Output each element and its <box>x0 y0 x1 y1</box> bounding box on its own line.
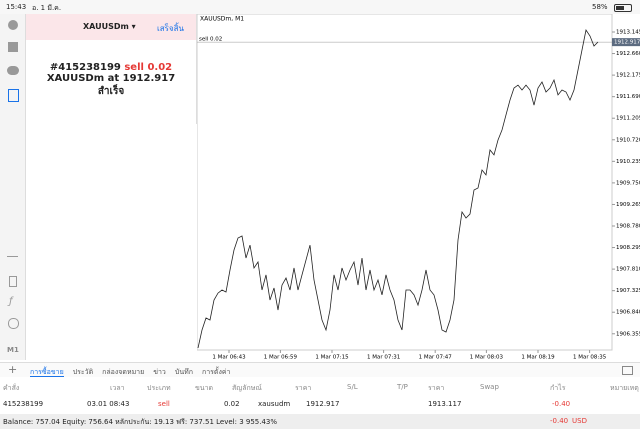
column-header: ประเภท <box>147 384 171 392</box>
summary-bar: Balance: 757.04 Equity: 756.64 หลักประกั… <box>0 414 640 429</box>
tab[interactable]: การซื้อขาย <box>30 368 64 377</box>
x-tick-label: 1 Mar 06:59 <box>264 355 298 361</box>
account-icon[interactable] <box>8 20 18 30</box>
column-header: ขนาด <box>195 384 214 392</box>
table-row[interactable]: 415238199 03.01 08:43 sell 0.02 xausudm 1912.… <box>0 397 640 411</box>
tab[interactable]: การตั้งค่า <box>201 368 231 376</box>
x-tick-label: 1 Mar 08:03 <box>470 355 504 361</box>
column-header: S/L <box>347 383 358 391</box>
y-tick-label: 1911.205 <box>616 116 640 122</box>
chart-title: XAUUSDm, M1 <box>200 16 244 23</box>
done-button[interactable]: เสร็จสิ้น <box>157 24 184 33</box>
y-tick-label: 1906.355 <box>616 331 640 337</box>
y-tick-label: 1913.145 <box>616 30 640 36</box>
column-header: คำสั่ง <box>3 384 20 392</box>
y-tick-label: 1908.780 <box>616 224 640 230</box>
y-tick-label: 1909.265 <box>616 202 640 208</box>
y-tick-label: 1910.235 <box>616 159 640 165</box>
symbol: XAUUSDm <box>83 22 129 31</box>
current-price-box <box>612 38 640 47</box>
order-header: XAUUSDm ▾ เสร็จสิ้น <box>26 14 196 40</box>
column-header: หมายเหตุ <box>610 384 639 392</box>
y-tick-label: 1909.750 <box>616 180 640 186</box>
chat-icon[interactable] <box>7 66 19 75</box>
battery-icon <box>614 4 632 12</box>
x-tick-label: 1 Mar 07:31 <box>367 355 400 361</box>
column-header: สัญลักษณ์ <box>232 384 262 392</box>
clock: 15:43 <box>6 3 27 11</box>
cell-time: 03.01 08:43 <box>87 400 130 408</box>
x-tick-label: 1 Mar 08:19 <box>521 355 555 361</box>
y-tick-label: 1912.660 <box>616 51 640 57</box>
symbol-selector[interactable]: XAUUSDm ▾ <box>83 22 136 31</box>
cell-price: 1913.117 <box>428 400 462 408</box>
cell-symbol: xausudm <box>258 400 291 408</box>
cell-order: 415238199 <box>3 400 44 408</box>
table-header: คำสั่ง เวลา ประเภท ขนาด สัญลักษณ์ ราคา S/L T/P ร… <box>0 380 640 394</box>
y-tick-label: 1910.720 <box>616 137 640 143</box>
y-tick-label: 1906.840 <box>616 310 640 316</box>
y-tick-label: 1912.175 <box>616 73 640 79</box>
new-order-icon[interactable] <box>8 89 19 102</box>
tab[interactable]: บันทึก <box>174 368 193 376</box>
total-profit: -0.40 <box>550 417 569 425</box>
tab-bar: + การซื้อขาย ประวัติ กล่องจดหมาย ข่าว บันทึก… <box>0 362 640 377</box>
order-result: #415238199 sell 0.02 XAUUSDm at 1912.917… <box>26 62 196 99</box>
ticket: #415238199 <box>49 62 121 73</box>
add-button[interactable]: + <box>8 363 18 376</box>
fill-price: 1912.917 <box>122 73 176 84</box>
status: สำเร็จ <box>97 86 125 97</box>
side: sell <box>124 62 144 73</box>
column-header: Swap <box>480 383 499 391</box>
column-header: เวลา <box>110 384 125 392</box>
quotes-icon[interactable] <box>8 42 18 52</box>
date: อ. 1 มี.ค. <box>32 4 62 12</box>
crosshair-icon[interactable] <box>7 256 18 257</box>
toolbar: ƒ M1 <box>0 14 26 360</box>
account-summary: Balance: 757.04 Equity: 756.64 หลักประกั… <box>3 418 278 426</box>
column-header: ราคา <box>295 384 312 392</box>
chart: XAUUSDm, M1 1913.145 1912.660 1912.175 1911… <box>197 14 640 361</box>
layout-icon[interactable] <box>622 366 633 375</box>
y-tick-label: 1908.295 <box>616 245 640 251</box>
y-tick-label: 1911.690 <box>616 94 640 100</box>
symbol-at: XAUUSDm at <box>46 73 120 84</box>
order-line-label: sell 0.02 <box>199 37 222 43</box>
y-tick-label: 1907.810 <box>616 267 640 273</box>
timeframe[interactable]: M1 <box>7 346 19 354</box>
price-line <box>197 28 599 349</box>
status-bar: 15:43 อ. 1 มี.ค. 58% <box>0 0 640 14</box>
column-header: ราคา <box>428 384 445 392</box>
volume: 0.02 <box>147 62 173 73</box>
tab[interactable]: กล่องจดหมาย <box>102 368 145 376</box>
order-panel: XAUUSDm ▾ เสร็จสิ้น #415238199 sell 0.02… <box>26 14 197 124</box>
cell-open-price: 1912.917 <box>306 400 340 408</box>
column-header: กำไร <box>550 384 566 392</box>
tabs: การซื้อขาย ประวัติ กล่องจดหมาย ข่าว บันทึก กา… <box>30 367 239 378</box>
tab[interactable]: ข่าว <box>153 368 166 376</box>
x-tick-label: 1 Mar 08:35 <box>573 355 607 361</box>
tab[interactable]: ประวัติ <box>72 368 94 376</box>
plot-frame <box>197 14 613 351</box>
column-header: T/P <box>397 383 408 391</box>
indicator-icon[interactable] <box>9 276 17 287</box>
cell-type: sell <box>158 400 170 408</box>
objects-icon[interactable] <box>8 318 19 329</box>
function-icon[interactable]: ƒ <box>9 296 13 307</box>
x-tick-label: 1 Mar 06:43 <box>212 355 246 361</box>
currency: USD <box>572 417 587 425</box>
cell-size: 0.02 <box>224 400 240 408</box>
x-tick-label: 1 Mar 07:47 <box>419 355 453 361</box>
battery: 58% <box>592 3 608 11</box>
y-tick-label: 1907.325 <box>616 288 640 294</box>
x-tick-label: 1 Mar 07:15 <box>315 355 349 361</box>
cell-profit: -0.40 <box>552 400 571 408</box>
current-price-label: 1912.917 <box>614 40 640 46</box>
